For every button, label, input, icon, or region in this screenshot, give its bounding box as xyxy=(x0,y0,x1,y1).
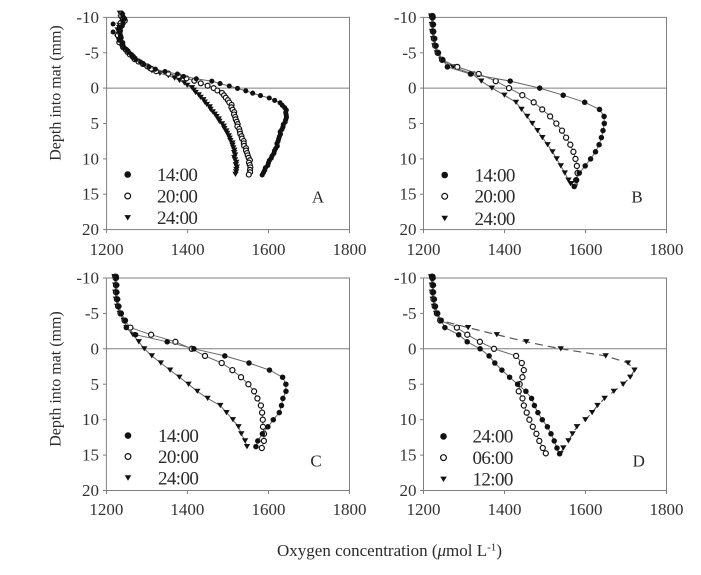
svg-text:Oxygen concentration (μmol L-1: Oxygen concentration (μmol L-1) xyxy=(277,541,502,560)
svg-text:10: 10 xyxy=(400,410,417,429)
svg-text:1400: 1400 xyxy=(170,500,204,519)
svg-text:15: 15 xyxy=(400,446,417,465)
svg-text:5: 5 xyxy=(91,114,100,133)
svg-text:24:00: 24:00 xyxy=(475,209,515,230)
svg-text:1800: 1800 xyxy=(650,500,684,519)
svg-text:12:00: 12:00 xyxy=(473,470,513,491)
svg-text:14:00: 14:00 xyxy=(475,165,515,186)
svg-text:-5: -5 xyxy=(402,43,416,62)
svg-text:0: 0 xyxy=(408,339,417,358)
svg-text:0: 0 xyxy=(408,79,417,98)
svg-text:-10: -10 xyxy=(76,8,99,27)
svg-text:20:00: 20:00 xyxy=(475,187,515,208)
svg-text:B: B xyxy=(631,187,642,206)
svg-text:Depth into mat (mm): Depth into mat (mm) xyxy=(48,311,65,447)
svg-text:20:00: 20:00 xyxy=(158,447,198,468)
svg-text:5: 5 xyxy=(91,375,100,394)
svg-text:20: 20 xyxy=(400,220,417,239)
svg-text:06:00: 06:00 xyxy=(473,448,513,469)
svg-text:14:00: 14:00 xyxy=(158,426,198,447)
svg-text:20: 20 xyxy=(82,481,99,500)
svg-text:-5: -5 xyxy=(402,304,416,323)
svg-text:D: D xyxy=(633,452,645,471)
svg-text:5: 5 xyxy=(408,114,417,133)
svg-text:1200: 1200 xyxy=(407,500,441,519)
svg-text:-10: -10 xyxy=(76,269,99,288)
svg-text:1200: 1200 xyxy=(407,240,441,259)
svg-text:10: 10 xyxy=(82,149,99,168)
svg-text:15: 15 xyxy=(400,185,417,204)
svg-text:10: 10 xyxy=(400,149,417,168)
svg-text:A: A xyxy=(312,187,325,206)
svg-text:-5: -5 xyxy=(85,43,99,62)
svg-text:24:00: 24:00 xyxy=(158,468,198,489)
svg-text:-10: -10 xyxy=(394,269,417,288)
svg-text:1800: 1800 xyxy=(650,240,684,259)
svg-text:20: 20 xyxy=(82,220,99,239)
svg-text:1400: 1400 xyxy=(488,240,522,259)
svg-text:15: 15 xyxy=(82,446,99,465)
svg-text:-10: -10 xyxy=(394,8,417,27)
svg-text:14:00: 14:00 xyxy=(157,165,197,186)
svg-text:20: 20 xyxy=(400,481,417,500)
svg-text:1200: 1200 xyxy=(90,240,124,259)
svg-text:1800: 1800 xyxy=(333,500,367,519)
svg-text:5: 5 xyxy=(408,375,417,394)
svg-text:0: 0 xyxy=(91,79,100,98)
svg-text:0: 0 xyxy=(91,339,100,358)
svg-text:1800: 1800 xyxy=(333,240,367,259)
svg-text:15: 15 xyxy=(82,185,99,204)
svg-text:24:00: 24:00 xyxy=(157,208,197,229)
svg-text:20:00: 20:00 xyxy=(157,186,197,207)
svg-text:1600: 1600 xyxy=(252,500,286,519)
svg-text:1600: 1600 xyxy=(252,240,286,259)
svg-text:1400: 1400 xyxy=(171,240,205,259)
svg-text:10: 10 xyxy=(82,410,99,429)
svg-text:C: C xyxy=(310,451,321,470)
svg-text:-5: -5 xyxy=(85,304,99,323)
svg-text:24:00: 24:00 xyxy=(473,427,513,448)
svg-text:1600: 1600 xyxy=(569,500,603,519)
svg-text:Depth into mat (mm): Depth into mat (mm) xyxy=(48,25,65,161)
svg-text:1200: 1200 xyxy=(89,500,123,519)
svg-text:1600: 1600 xyxy=(569,240,603,259)
svg-text:1400: 1400 xyxy=(488,500,522,519)
